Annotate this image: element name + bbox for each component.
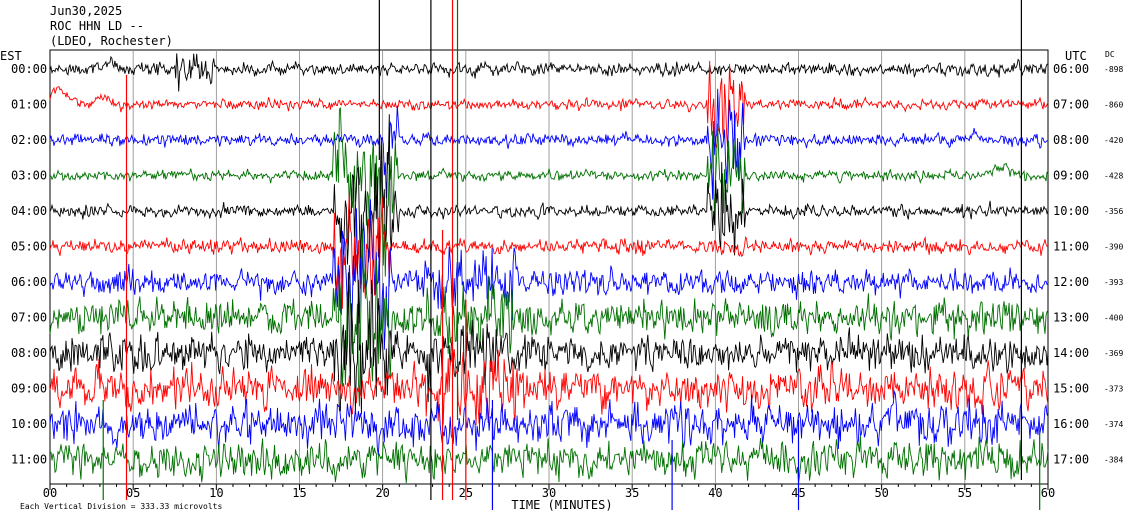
trace-line (49, 88, 1049, 200)
dc-offset-label: -369 (1104, 349, 1123, 358)
utc-time-label: 13:00 (1053, 311, 1089, 325)
x-tick-label: 20 (375, 486, 389, 500)
x-tick-label: 00 (43, 486, 57, 500)
utc-time-label: 17:00 (1053, 453, 1089, 467)
est-time-label: 05:00 (11, 240, 47, 254)
x-tick-label: 30 (542, 486, 556, 500)
trace-line (49, 389, 1049, 456)
dc-offset-label: -356 (1104, 207, 1123, 216)
dc-offset-label: -373 (1104, 385, 1123, 394)
trace-line (49, 53, 1049, 92)
dc-offset-label: -390 (1104, 243, 1123, 252)
right-axis-label: UTC (1065, 49, 1087, 63)
traces (49, 0, 1049, 510)
est-time-label: 07:00 (11, 311, 47, 325)
est-time-label: 00:00 (11, 62, 47, 76)
utc-time-label: 11:00 (1053, 240, 1089, 254)
trace-line (49, 228, 1049, 407)
labels: 00 05 10 15 20 25 30 35 40 45 50 55 60 EST UTC DC TIME (… (0, 49, 1123, 512)
x-tick-label: 25 (459, 486, 473, 500)
utc-time-label: 06:00 (1053, 62, 1089, 76)
est-time-label: 06:00 (11, 275, 47, 289)
utc-time-label: 07:00 (1053, 98, 1089, 112)
trace-line (49, 272, 1049, 415)
date-label: Jun30,2025 (50, 4, 123, 18)
trace-line (49, 60, 1049, 149)
network-label: (LDEO, Rochester) (50, 34, 173, 48)
est-time-label: 10:00 (11, 417, 47, 431)
x-tick-label: 15 (292, 486, 306, 500)
dc-offset-label: -420 (1104, 136, 1123, 145)
grid (49, 49, 1049, 490)
trace-line (49, 435, 1049, 484)
x-tick-label: 05 (126, 486, 140, 500)
scale-note: Each Vertical Division = 333.33 microvol… (20, 502, 222, 511)
est-time-label: 08:00 (11, 346, 47, 360)
est-time-label: 11:00 (11, 453, 47, 467)
dc-offset-label: -384 (1104, 456, 1123, 465)
x-tick-label: 40 (708, 486, 722, 500)
trace-line (49, 349, 1049, 426)
x-tick-label: 60 (1041, 486, 1055, 500)
utc-time-label: 15:00 (1053, 382, 1089, 396)
x-tick-label: 45 (791, 486, 805, 500)
x-tick-label: 10 (209, 486, 223, 500)
est-time-label: 01:00 (11, 98, 47, 112)
utc-time-label: 16:00 (1053, 417, 1089, 431)
x-tick-label: 50 (874, 486, 888, 500)
dc-offset-label: -898 (1104, 65, 1123, 74)
dc-label: DC (1105, 50, 1115, 59)
station-label: ROC HHN LD -- (50, 19, 144, 33)
dc-offset-label: -428 (1104, 172, 1123, 181)
utc-time-label: 09:00 (1053, 169, 1089, 183)
dc-offset-label: -860 (1104, 101, 1123, 110)
trace-line (49, 199, 1049, 350)
x-axis-label: TIME (MINUTES) (511, 498, 612, 512)
est-time-label: 04:00 (11, 204, 47, 218)
utc-time-label: 08:00 (1053, 133, 1089, 147)
trace-line (49, 106, 1049, 277)
est-time-label: 09:00 (11, 382, 47, 396)
trace-line (49, 192, 1049, 311)
utc-time-label: 12:00 (1053, 275, 1089, 289)
utc-time-label: 14:00 (1053, 346, 1089, 360)
x-tick-label: 35 (625, 486, 639, 500)
est-time-label: 02:00 (11, 133, 47, 147)
trace-line (49, 114, 1049, 287)
dc-offset-label: -400 (1104, 314, 1123, 323)
utc-time-label: 10:00 (1053, 204, 1089, 218)
x-tick-label: 55 (958, 486, 972, 500)
dc-offset-label: -374 (1104, 420, 1123, 429)
est-time-label: 03:00 (11, 169, 47, 183)
left-axis-label: EST (0, 49, 22, 63)
dc-offset-label: -393 (1104, 278, 1123, 287)
